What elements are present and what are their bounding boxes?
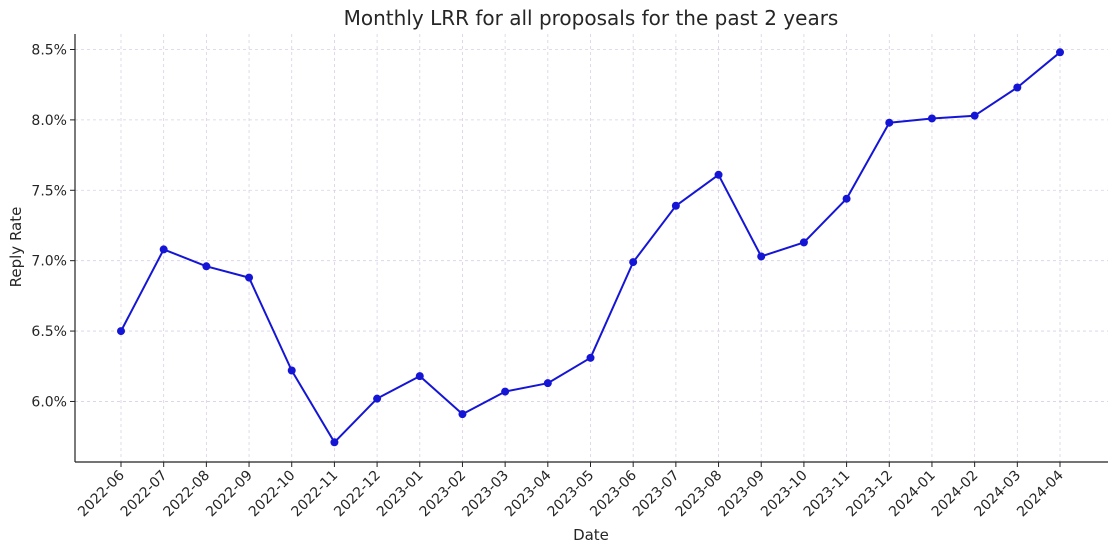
grid-lines	[75, 34, 1108, 462]
data-point	[159, 245, 168, 254]
data-point	[117, 327, 125, 336]
y-axis-label: Reply Rate	[7, 207, 25, 288]
data-point	[757, 252, 766, 261]
data-point	[842, 194, 851, 203]
data-point	[970, 111, 979, 120]
y-tick-label: 6.0%	[31, 394, 67, 410]
data-point	[1056, 48, 1064, 57]
y-tick-label: 6.5%	[31, 324, 67, 340]
data-point	[586, 353, 595, 362]
x-axis-label: Date	[573, 526, 609, 544]
data-point	[245, 273, 254, 282]
data-point	[330, 438, 339, 447]
data-point	[202, 262, 211, 271]
data-point	[1013, 83, 1022, 92]
data-point	[415, 372, 424, 381]
data-point	[501, 387, 510, 396]
series-layer	[117, 48, 1064, 447]
y-tick-label: 7.0%	[31, 254, 67, 270]
data-point	[373, 394, 382, 403]
data-point	[714, 170, 723, 179]
data-point	[458, 410, 467, 419]
data-point	[671, 201, 680, 210]
data-point	[927, 114, 936, 123]
chart-title: Monthly LRR for all proposals for the pa…	[344, 6, 839, 30]
y-tick-label: 8.5%	[31, 42, 67, 58]
axes	[74, 34, 1108, 463]
y-axis-ticks: 6.0% 6.5% 7.0% 7.5% 8.0% 8.5%	[31, 42, 75, 410]
data-point	[629, 258, 638, 267]
y-tick-label: 7.5%	[31, 183, 67, 199]
data-point	[799, 238, 808, 247]
data-point	[543, 379, 552, 388]
y-tick-label: 8.0%	[31, 113, 67, 129]
data-point	[885, 118, 894, 127]
data-point	[287, 366, 296, 375]
